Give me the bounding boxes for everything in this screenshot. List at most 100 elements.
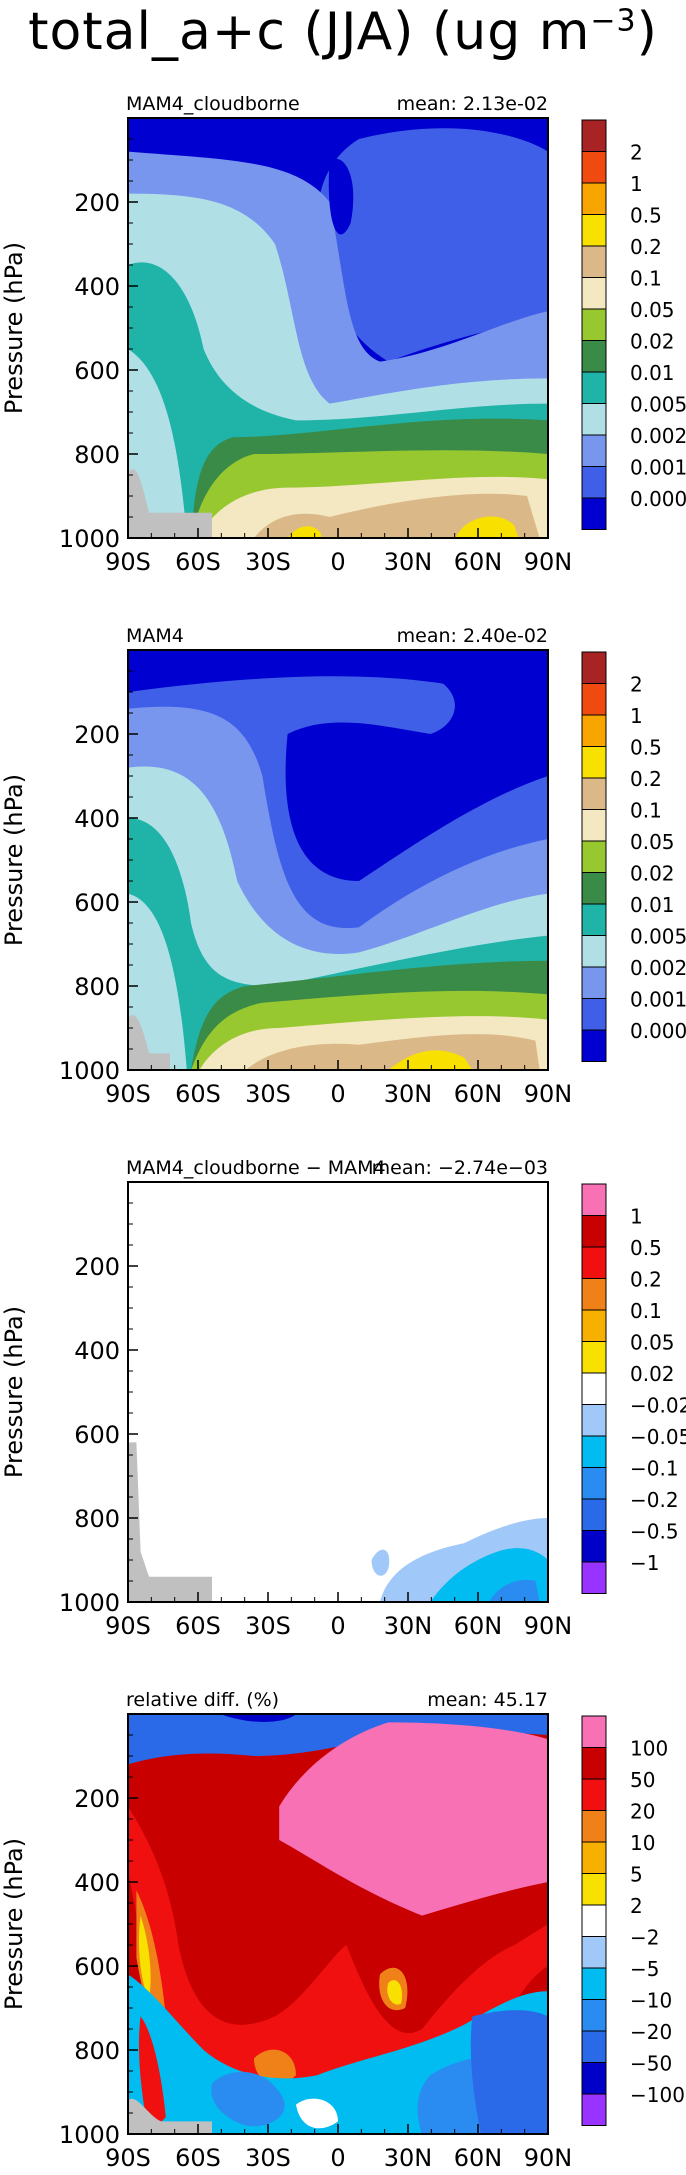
colorbar-label: 100 <box>630 1737 668 1761</box>
colorbar-box <box>581 1936 607 1969</box>
x-tick-label: 30N <box>384 2144 433 2172</box>
y-tick-label: 400 <box>74 1869 120 1897</box>
x-tick-label: 60N <box>454 2144 503 2172</box>
colorbar-label: 2 <box>630 673 643 697</box>
colorbar-box <box>581 245 607 278</box>
colorbar-label: 0.005 <box>630 393 686 417</box>
y-tick-label: 1000 <box>59 2121 120 2149</box>
contour-region-3 <box>220 1714 296 1722</box>
colorbar-label: 0.02 <box>630 1362 675 1386</box>
figure-title-exponent: −3 <box>590 3 637 39</box>
colorbar-box <box>581 1561 607 1594</box>
colorbar-label: 2 <box>630 1894 643 1918</box>
colorbar-label: 0.02 <box>630 330 675 354</box>
contour-region-2 <box>317 128 548 362</box>
contour-region-10 <box>470 2010 548 2134</box>
colorbar-box <box>581 403 607 436</box>
colorbar-label: −0.02 <box>630 1394 686 1418</box>
colorbar-label: 0.2 <box>630 235 662 259</box>
colorbar-label: 0.05 <box>630 830 675 854</box>
x-tick-label: 30S <box>245 2144 291 2172</box>
colorbar-box <box>581 340 607 373</box>
colorbar-box <box>581 998 607 1031</box>
colorbar-box <box>581 214 607 247</box>
x-tick-label: 60N <box>454 1612 503 1640</box>
colorbar-label: −100 <box>630 2083 685 2107</box>
colorbar-label: 50 <box>630 1768 655 1792</box>
colorbar-box <box>581 2093 607 2126</box>
contour-region-9 <box>211 2055 548 2134</box>
colorbar-box <box>581 1999 607 2032</box>
x-tick-label: 60N <box>454 548 503 576</box>
colorbar-label: 0.001 <box>630 456 686 480</box>
colorbar-box <box>581 119 607 152</box>
colorbar-box <box>581 1372 607 1405</box>
colorbar-label: 0.01 <box>630 893 675 917</box>
colorbar-box <box>581 1904 607 1937</box>
x-tick-label: 0 <box>330 2144 345 2172</box>
x-tick-label: 30S <box>245 548 291 576</box>
colorbar-box <box>581 809 607 842</box>
x-tick-label: 60N <box>454 1080 503 1108</box>
colorbar-label: 0.5 <box>630 1236 662 1260</box>
mean-text: mean: 2.13e-02 <box>397 93 548 115</box>
colorbar-label: −20 <box>630 2020 672 2044</box>
colorbar: 2 1 0.5 0.2 0.1 0.05 0.02 0.01 0.005 0.002 0.001 0.… <box>581 119 686 530</box>
y-tick-label: 1000 <box>59 1057 120 1085</box>
colorbar-label: −1 <box>630 1551 659 1575</box>
x-tick-label: 60S <box>175 1612 221 1640</box>
panel-label: MAM4_cloudborne <box>126 93 300 115</box>
y-tick-label: 200 <box>74 721 120 749</box>
figure-title-text: total_a+c (JJA) (ug m <box>28 2 591 62</box>
colorbar-box <box>581 1309 607 1342</box>
colorbar-box <box>581 151 607 184</box>
colorbar-box <box>581 1967 607 2000</box>
colorbar-label: 0.1 <box>630 1299 662 1323</box>
colorbar-label: −10 <box>630 1989 672 2013</box>
x-tick-label: 30N <box>384 1612 433 1640</box>
missing-data-region <box>128 1015 170 1070</box>
colorbar-label: −0.1 <box>630 1457 679 1481</box>
contour-plot <box>128 650 548 1070</box>
y-tick-label: 400 <box>74 273 120 301</box>
colorbar-label: 0.02 <box>630 862 675 886</box>
y-tick-label: 600 <box>74 1953 120 1981</box>
colorbar-box <box>581 1215 607 1248</box>
colorbar-label: 10 <box>630 1831 655 1855</box>
colorbar-label: 0.0005 <box>630 487 686 511</box>
colorbar-label: −2 <box>630 1926 659 1950</box>
x-tick-label: 90S <box>105 1612 151 1640</box>
colorbar-label: 0.0005 <box>630 1019 686 1043</box>
y-tick-label: 200 <box>74 1253 120 1281</box>
colorbar-box <box>581 1498 607 1531</box>
colorbar-box <box>581 1778 607 1811</box>
y-tick-label: 1000 <box>59 1589 120 1617</box>
panel-label: MAM4 <box>126 625 184 647</box>
contour-region-5 <box>128 1806 548 2095</box>
colorbar-box <box>581 466 607 499</box>
x-tick-label: 90N <box>524 1612 573 1640</box>
y-tick-label: 1000 <box>59 525 120 553</box>
x-tick-label: 60S <box>175 1080 221 1108</box>
colorbar-label: 0.001 <box>630 988 686 1012</box>
colorbar-box <box>581 714 607 747</box>
x-tick-label: 0 <box>330 1612 345 1640</box>
panel-1: MAM4_cloudborne mean: 2.13e-02 90S 60S 30S 0 3… <box>0 93 686 576</box>
y-tick-label: 200 <box>74 189 120 217</box>
colorbar-label: −50 <box>630 2052 672 2076</box>
colorbar-box <box>581 1810 607 1843</box>
colorbar-label: 0.1 <box>630 799 662 823</box>
missing-data-region <box>128 2098 212 2134</box>
contour-region-11 <box>296 2098 338 2129</box>
colorbar-label: 1 <box>630 704 643 728</box>
colorbar-label: 0.002 <box>630 956 686 980</box>
x-tick-label: 30S <box>245 1080 291 1108</box>
x-tick-label: 90N <box>524 548 573 576</box>
colorbar-box <box>581 777 607 810</box>
panel-label: MAM4_cloudborne − MAM4 <box>126 1157 386 1179</box>
colorbar-box <box>581 2030 607 2063</box>
colorbar-box <box>581 1183 607 1216</box>
y-axis-label: Pressure (hPa) <box>0 774 28 946</box>
